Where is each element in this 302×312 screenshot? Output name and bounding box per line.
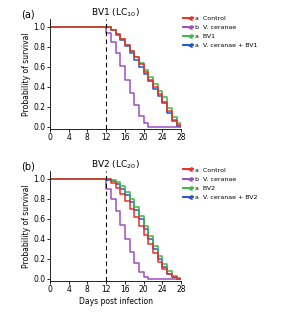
Legend: a  Control, b  V. ceranae, a  BV2, a  V. ceranae + BV2: a Control, b V. ceranae, a BV2, a V. cer… xyxy=(182,167,258,200)
Title: BV2 (LC$_{20}$): BV2 (LC$_{20}$) xyxy=(91,158,140,171)
Y-axis label: Probability of survival: Probability of survival xyxy=(22,184,31,267)
Title: BV1 (LC$_{10}$): BV1 (LC$_{10}$) xyxy=(91,6,140,19)
Y-axis label: Probability of survival: Probability of survival xyxy=(22,32,31,116)
Legend: a  Control, b  V. ceranae, a  BV1, a  V. ceranae + BV1: a Control, b V. ceranae, a BV1, a V. cer… xyxy=(182,15,257,48)
Text: (a): (a) xyxy=(21,10,34,20)
Text: (b): (b) xyxy=(21,162,35,172)
X-axis label: Days post infection: Days post infection xyxy=(79,297,153,306)
